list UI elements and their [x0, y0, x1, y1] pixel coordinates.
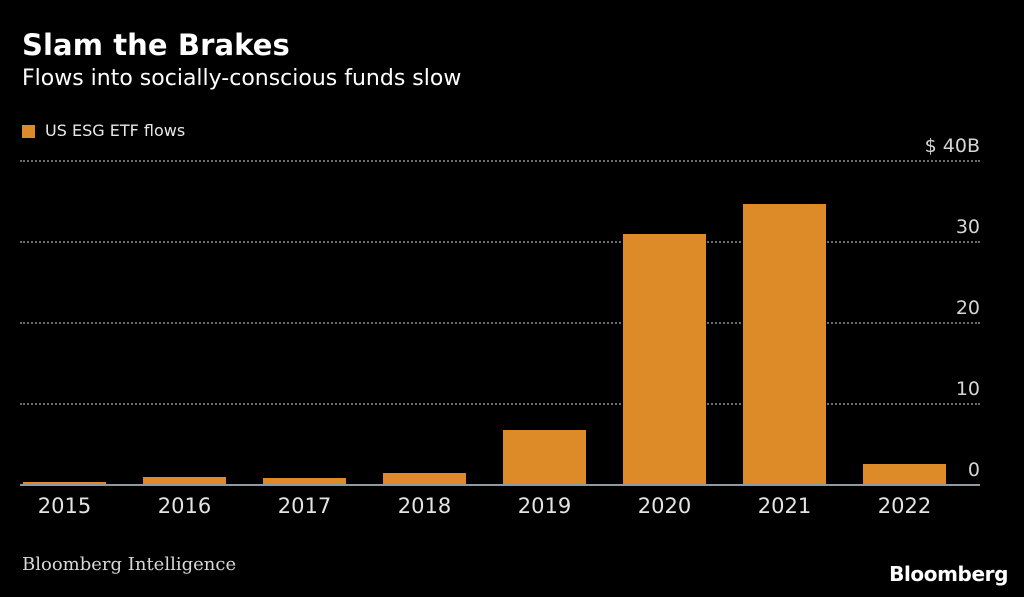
bar: [503, 429, 586, 484]
y-axis-tick-label: $ 40B: [924, 135, 980, 157]
x-axis-tick-label: 2017: [277, 494, 332, 518]
source-note: Bloomberg Intelligence: [22, 554, 237, 575]
bar: [263, 477, 346, 484]
chart-subtitle: Flows into socially-conscious funds slow: [22, 66, 462, 91]
chart-header: Slam the Brakes Flows into socially-cons…: [22, 28, 922, 94]
bar: [863, 463, 946, 484]
bar: [383, 473, 466, 484]
bloomberg-logo: Bloomberg: [889, 562, 1008, 586]
x-axis-tick-label: 2016: [157, 494, 212, 518]
x-axis-tick-label: 2021: [757, 494, 812, 518]
x-axis-tick-label: 2015: [37, 494, 92, 518]
gridline: [20, 241, 980, 243]
x-axis-tick-label: 2019: [517, 494, 572, 518]
bars-group: [20, 160, 980, 484]
x-axis-line: [20, 484, 980, 486]
chart-legend: US ESG ETF flows: [22, 121, 185, 141]
gridline: [20, 160, 980, 162]
y-axis-tick-label: 20: [955, 297, 980, 319]
legend-item-label: US ESG ETF flows: [45, 121, 186, 140]
gridline: [20, 322, 980, 324]
x-axis-tick-label: 2020: [637, 494, 692, 518]
x-axis-tick-label: 2018: [397, 494, 452, 518]
x-axis-tick-label: 2022: [877, 494, 932, 518]
page-title: Slam the Brakes: [22, 28, 290, 62]
y-axis-tick-label: 10: [955, 378, 980, 400]
y-axis-tick-label: 0: [967, 459, 980, 481]
bar: [743, 203, 826, 484]
x-axis-tick-labels: 2015 2016 2017 2018 2019 2020 2021 2022: [20, 492, 980, 532]
gridline: [20, 403, 980, 405]
legend-color-swatch-icon: [22, 124, 35, 138]
bar: [23, 481, 106, 484]
plot-area: 0 10 20 30 $ 40B: [20, 136, 980, 486]
bar: [143, 476, 226, 484]
y-axis-tick-label: 30: [955, 216, 980, 238]
bar: [623, 233, 706, 484]
